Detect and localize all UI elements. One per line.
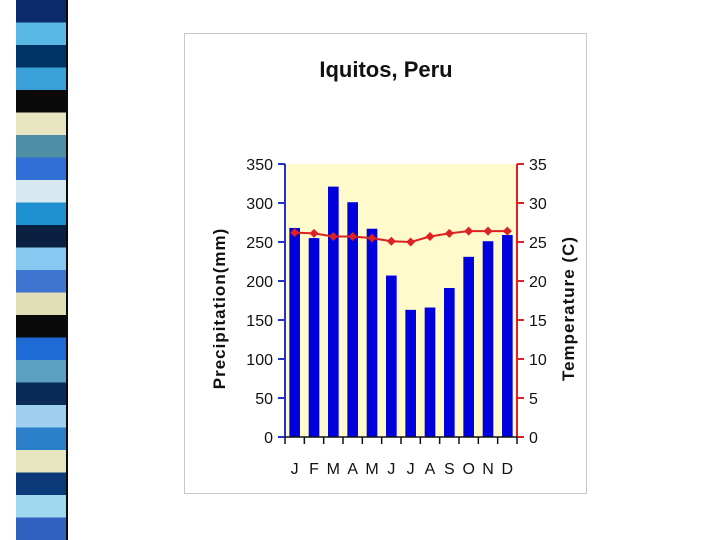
stripe-block <box>16 135 66 158</box>
temperature-point <box>444 228 454 238</box>
stripe-block <box>16 225 66 248</box>
y-tick-label: 150 <box>246 313 273 330</box>
y2-tick-label: 30 <box>529 196 547 213</box>
y2-axis-title: Temperature (C) <box>559 236 578 381</box>
y-tick-label: 300 <box>246 196 273 213</box>
stripe-block <box>16 450 66 473</box>
precipitation-bar <box>386 275 397 437</box>
temperature-point <box>367 233 377 243</box>
stripe-block <box>16 112 66 136</box>
precipitation-bar <box>328 186 339 437</box>
stripe-block <box>16 22 66 46</box>
x-tick-label: A <box>425 461 436 478</box>
stripe-block <box>16 405 66 428</box>
chart-title: Iquitos, Peru <box>319 57 452 82</box>
temperature-point <box>386 236 396 246</box>
temperature-point <box>502 226 512 236</box>
stripe-block <box>16 337 66 361</box>
precipitation-bar <box>366 228 378 437</box>
stripe-block <box>16 495 66 518</box>
stripe-block <box>16 90 66 113</box>
precipitation-bar <box>502 234 513 437</box>
y2-tick-label: 35 <box>529 157 547 174</box>
stripe-block <box>16 67 66 91</box>
y-tick-label: 200 <box>246 274 273 291</box>
stripe-block <box>16 517 66 540</box>
temperature-point <box>406 237 416 247</box>
temperature-point <box>425 232 435 242</box>
temperature-point <box>464 226 474 236</box>
x-tick-label: A <box>347 461 358 478</box>
x-tick-label: D <box>502 461 514 478</box>
x-tick-label: O <box>462 461 474 478</box>
stripe-block <box>16 270 66 293</box>
precipitation-bar <box>424 307 436 437</box>
y2-tick-label: 0 <box>529 430 538 447</box>
stripe-block <box>16 0 66 23</box>
temperature-point <box>290 228 300 238</box>
stripe-block <box>16 157 66 181</box>
x-tick-label: F <box>309 461 319 478</box>
decorative-stripe <box>16 0 68 540</box>
stripe-edge <box>66 0 68 540</box>
precipitation-bar <box>463 256 474 437</box>
stripe-block <box>16 360 66 383</box>
y2-tick-label: 10 <box>529 352 547 369</box>
stripe-block <box>16 180 66 203</box>
stripe-block <box>16 472 66 496</box>
precipitation-bar <box>405 309 416 437</box>
y-tick-label: 100 <box>246 352 273 369</box>
stripe-block <box>16 202 66 226</box>
stripe-block <box>16 247 66 271</box>
y2-tick-label: 5 <box>529 391 538 408</box>
y-tick-label: 250 <box>246 235 273 252</box>
x-tick-label: J <box>291 461 299 478</box>
precipitation-bar <box>347 202 358 437</box>
temperature-point <box>328 232 338 242</box>
stripe-block <box>16 427 66 451</box>
y-axis-title: Precipitation(mm) <box>210 228 229 390</box>
x-tick-label: M <box>327 461 340 478</box>
y2-tick-label: 20 <box>529 274 547 291</box>
x-tick-label: J <box>407 461 415 478</box>
stripe-block <box>16 45 66 68</box>
x-tick-label: J <box>387 461 395 478</box>
precipitation-bar <box>482 241 494 437</box>
y2-tick-label: 15 <box>529 313 547 330</box>
stripe-block <box>16 292 66 316</box>
temperature-point <box>483 226 493 236</box>
precipitation-bar <box>289 227 300 437</box>
plot-background <box>285 164 517 437</box>
chart-svg: Iquitos, Peru 0 50 100 150 200 250 300 350 0 5 10 1… <box>210 57 578 478</box>
precipitation-bar <box>308 238 320 437</box>
precipitation-bar <box>444 288 455 437</box>
y-tick-label: 350 <box>246 157 273 174</box>
x-tick-label: S <box>444 461 455 478</box>
temperature-point <box>348 232 358 242</box>
y2-tick-label: 25 <box>529 235 547 252</box>
stripe-block <box>16 315 66 338</box>
x-tick-label: M <box>365 461 378 478</box>
x-tick-label: N <box>482 461 494 478</box>
y-tick-label: 50 <box>255 391 273 408</box>
y-tick-label: 0 <box>264 430 273 447</box>
stripe-block <box>16 382 66 406</box>
temperature-point <box>309 228 319 238</box>
chart-frame: Iquitos, Peru 0 50 100 150 200 250 300 350 0 5 10 1… <box>184 33 587 494</box>
